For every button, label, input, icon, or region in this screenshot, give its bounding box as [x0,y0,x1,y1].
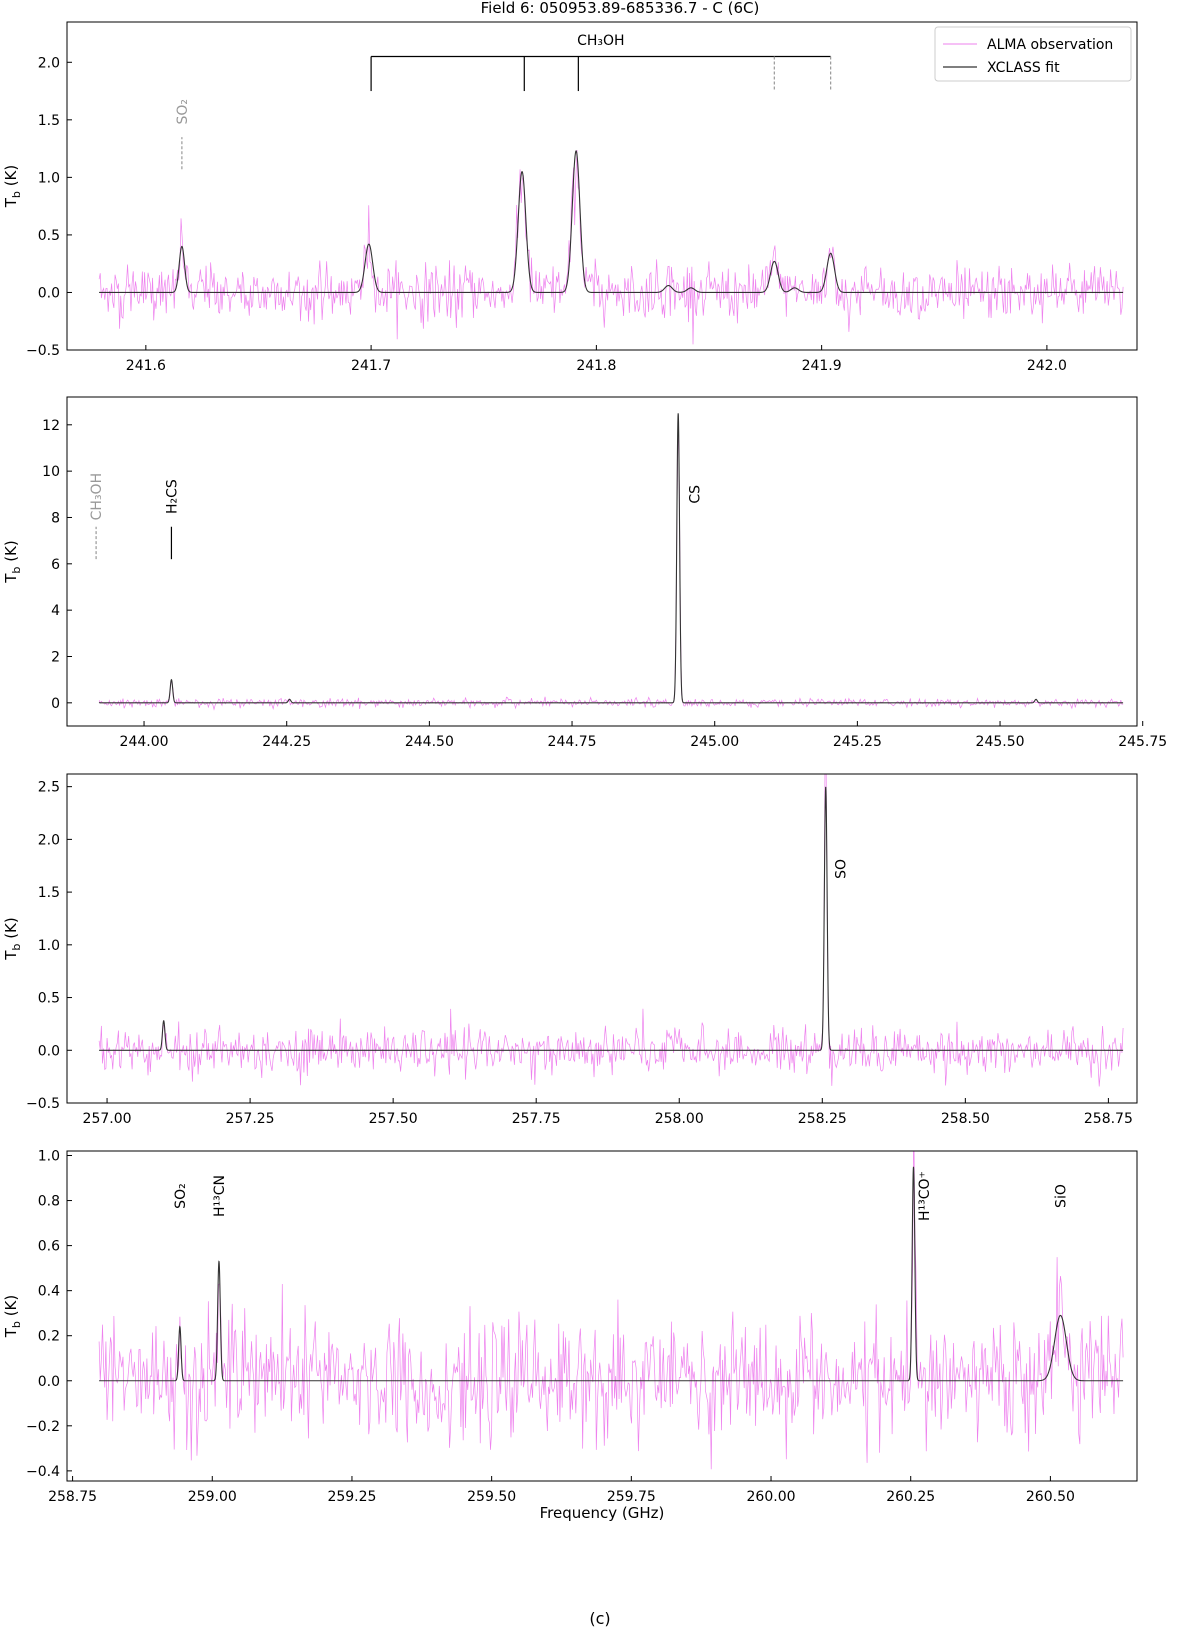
y-tick-label: 0.0 [38,285,60,301]
y-tick-label: 1.5 [38,885,60,901]
y-tick-label: 1.5 [38,113,60,129]
y-tick-label: −0.5 [26,343,60,359]
y-tick-label: −0.4 [26,1464,60,1480]
x-tick-label: 257.50 [369,1111,418,1127]
x-tick-label: 244.00 [120,734,169,750]
observation-line-4 [98,1151,1124,1470]
x-tick-label: 245.00 [690,734,739,750]
x-tick-label: 244.75 [548,734,597,750]
y-tick-label: 10 [42,464,60,480]
line-id-label: CH₃OH [89,473,105,520]
y-tick-label: 1.0 [38,1149,60,1165]
x-tick-label: 260.00 [747,1489,796,1505]
y-tick-label: 2.5 [38,780,60,796]
figure-caption: (c) [589,1609,610,1628]
line-id-label: H¹³CO⁺ [917,1171,933,1221]
legend: ALMA observation XCLASS fit [934,26,1132,82]
x-tick-label: 259.25 [327,1489,376,1505]
legend-label-fit: XCLASS fit [987,60,1060,76]
fit-line-2 [98,413,1124,704]
x-tick-label: 241.7 [351,358,391,374]
y-tick-label: 6 [51,557,60,573]
y-tick-label: 2.0 [38,55,60,71]
line-id-label: SO₂ [173,1183,189,1209]
y-tick-label: 0 [51,696,60,712]
fit-line-3 [99,786,1124,1051]
x-tick-label: 257.75 [512,1111,561,1127]
y-tick-label: 0.6 [38,1239,60,1255]
observation-line-1 [98,150,1124,345]
y-tick-label: 0.2 [38,1329,60,1345]
x-tick-label: 245.25 [833,734,882,750]
y-tick-label: 0.0 [38,1043,60,1059]
x-tick-label: 241.6 [126,358,166,374]
y-tick-label: 0.5 [38,991,60,1007]
line-id-label: SO₂ [175,99,191,125]
y-tick-label: 12 [42,418,60,434]
y-axis-label: Tb (K) [2,917,23,960]
line-id-label: SO [834,859,850,879]
x-tick-label: 241.8 [576,358,616,374]
y-tick-label: 1.0 [38,938,60,954]
x-tick-label: 260.25 [886,1489,935,1505]
x-tick-label: 259.50 [467,1489,516,1505]
y-tick-label: 4 [51,603,60,619]
observation-line-2 [98,417,1124,711]
spectrum-panel-1: 241.6 241.7 241.8 241.9 242.0 −0.5 0.0 0.5 1.0 1.… [2,21,1138,374]
y-tick-label: 8 [51,510,60,526]
x-tick-label: 244.25 [262,734,311,750]
legend-label-observation: ALMA observation [987,37,1113,53]
x-tick-label: 260.50 [1026,1489,1075,1505]
figure-title: Field 6: 050953.89-685336.7 - C (6C) [481,0,760,17]
plot-frame-3 [66,773,1138,1104]
x-tick-label: 245.75 [1118,734,1167,750]
fit-line-1 [99,150,1124,294]
y-axis-label: Tb (K) [2,1295,23,1338]
x-tick-label: 241.9 [802,358,842,374]
line-id-label: CS [688,485,704,504]
plot-frame-2 [66,396,1138,727]
y-axis-label: Tb (K) [2,165,23,208]
y-tick-label: 0.4 [38,1284,60,1300]
line-id-label: H¹³CN [212,1175,228,1217]
y-tick-label: −0.5 [26,1096,60,1112]
x-tick-label: 257.00 [83,1111,132,1127]
y-tick-label: 1.0 [38,170,60,186]
plot-frame-4 [66,1150,1138,1482]
spectrum-panel-2: 244.00 244.25 244.50 244.75 245.00 245.25 245.… [2,396,1167,750]
y-tick-label: 2.0 [38,832,60,848]
x-tick-label: 257.25 [226,1111,275,1127]
fit-line-4 [99,1166,1124,1382]
x-tick-label: 259.75 [607,1489,656,1505]
x-tick-label: 245.50 [976,734,1025,750]
x-tick-label: 258.75 [48,1489,97,1505]
y-tick-label: 0.0 [38,1374,60,1390]
observation-line-3 [98,774,1124,1087]
x-tick-label: 258.00 [655,1111,704,1127]
y-axis-label: Tb (K) [2,540,23,583]
line-id-label: SiO [1053,1184,1069,1208]
y-tick-label: 2 [51,649,60,665]
line-group-label: CH₃OH [577,33,624,49]
plot-frame-1 [66,21,1138,351]
line-id-label: H₂CS [164,479,180,514]
spectrum-panel-4: 258.75 259.00 259.25 259.50 259.75 260.00 260.… [2,1149,1138,1522]
y-tick-label: 0.8 [38,1194,60,1210]
y-tick-label: 0.5 [38,228,60,244]
x-tick-label: 258.75 [1084,1111,1133,1127]
x-tick-label: 258.50 [941,1111,990,1127]
x-tick-label: 259.00 [188,1489,237,1505]
x-axis-label: Frequency (GHz) [540,1504,665,1522]
x-tick-label: 258.25 [798,1111,847,1127]
x-tick-label: 244.50 [405,734,454,750]
x-tick-label: 242.0 [1027,358,1067,374]
y-tick-label: −0.2 [26,1419,60,1435]
legend-box [934,26,1132,82]
spectrum-panel-3: 257.00 257.25 257.50 257.75 258.00 258.25 258.… [2,773,1138,1127]
